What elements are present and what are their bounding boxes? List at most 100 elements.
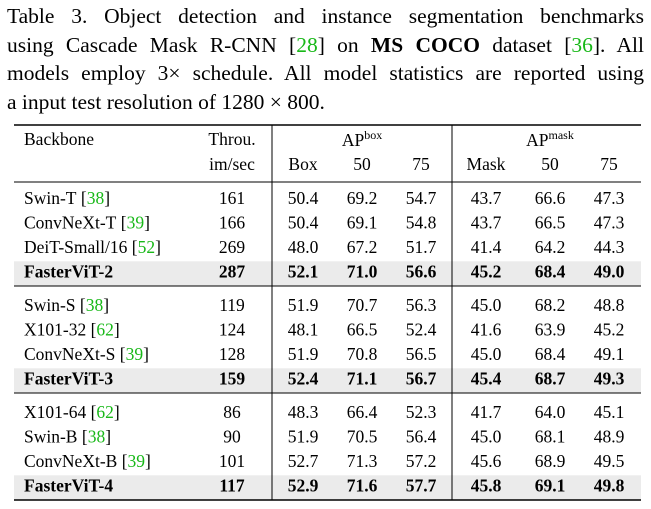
model-label: ConvNeXt-T [24,213,117,233]
model-name: FasterViT-3 [24,369,113,389]
model-label: X101-64 [24,402,86,422]
cell: 128 [219,344,246,364]
model-name: ConvNeXt-S [39] [24,344,149,364]
cell: 69.2 [347,188,378,208]
cell: 52.7 [288,451,319,471]
cell: 43.7 [471,213,502,233]
bracket: ] [144,213,150,233]
bracket: ] [105,427,111,447]
header-group: APbox [342,128,382,150]
model-name: Swin-T [38] [24,188,110,208]
cell: 66.6 [535,188,566,208]
cell: 69.1 [535,476,566,496]
cell: 56.5 [406,344,437,364]
cell: 269 [219,237,246,257]
header-sup: mask [549,128,574,142]
citation: 52 [138,237,156,257]
caption-text: Table 3. Object detection and instance s… [7,4,644,28]
header-cell: 50 [353,154,371,174]
header-cell: im/sec [209,154,255,174]
cell: 57.7 [406,476,437,496]
citation: 38 [87,188,105,208]
cell: 51.9 [288,295,319,315]
cell: 47.3 [594,213,625,233]
caption-text: ] on [317,32,371,57]
cell: 49.1 [594,344,625,364]
cell: 64.2 [535,237,566,257]
bracket: ] [114,402,120,422]
cell: 71.3 [347,451,378,471]
cell: 50.4 [288,213,319,233]
cell: 67.2 [347,237,378,257]
cell: 71.6 [347,476,378,496]
caption-bold: MS COCO [370,32,480,57]
cell: 51.7 [406,237,437,257]
cell: 119 [219,295,245,315]
bracket: [ [116,213,126,233]
header-cell: 75 [412,154,430,174]
cell: 51.9 [288,344,319,364]
cell: 48.1 [288,320,319,340]
model-name: Swin-S [38] [24,295,109,315]
header-cell: 75 [600,154,618,174]
model-label: FasterViT-2 [24,262,113,282]
bracket: ] [104,188,110,208]
bracket: [ [86,320,96,340]
bracket: ] [143,344,149,364]
citation: 62 [96,320,114,340]
model-name: FasterViT-4 [24,476,113,496]
highlight-row [14,475,641,500]
citation: 62 [96,402,114,422]
cell: 70.8 [347,344,378,364]
bracket: [ [77,188,87,208]
cell: 41.7 [471,402,502,422]
model-label: Swin-S [24,295,76,315]
cell: 45.6 [471,451,502,471]
cell: 52.4 [406,320,437,340]
caption-line: using Cascade Mask R-CNN [28] on MS COCO… [7,31,644,60]
cell: 45.0 [471,295,502,315]
cell: 45.0 [471,427,502,447]
header-label: AP [526,130,549,150]
bracket: ] [114,320,120,340]
cell: 68.4 [535,262,566,282]
cell: 52.4 [288,369,319,389]
cell: 52.1 [288,262,319,282]
cell: 68.9 [535,451,566,471]
caption-text: dataset [ [479,32,572,57]
cell: 90 [223,427,241,447]
cell: 54.8 [406,213,437,233]
cell: 44.3 [594,237,625,257]
header-cell: 50 [541,154,559,174]
citation: 38 [88,427,106,447]
cell: 68.7 [535,369,566,389]
header-label: AP [342,130,365,150]
model-label: FasterViT-4 [24,476,113,496]
caption-line: Table 3. Object detection and instance s… [7,2,644,31]
model-label: ConvNeXt-S [24,344,115,364]
cell: 43.7 [471,188,502,208]
caption-text: using Cascade Mask R-CNN [ [7,32,297,57]
cell: 48.3 [288,402,319,422]
cell: 68.4 [535,344,566,364]
bracket: [ [117,451,127,471]
cell: 71.1 [347,369,378,389]
header-sup: box [364,128,382,142]
cell: 52.9 [288,476,319,496]
model-name: ConvNeXt-B [39] [24,451,151,471]
cell: 48.9 [594,427,625,447]
cell: 45.2 [594,320,625,340]
cell: 68.2 [535,295,566,315]
model-name: X101-32 [62] [24,320,120,340]
citation: 38 [86,295,104,315]
cell: 86 [223,402,241,422]
cell: 45.0 [471,344,502,364]
citation: 39 [126,344,144,364]
model-name: FasterViT-2 [24,262,113,282]
cell: 117 [219,476,245,496]
cell: 287 [219,262,246,282]
cell: 71.0 [347,262,378,282]
cell: 66.5 [535,213,566,233]
model-label: Swin-B [24,427,77,447]
